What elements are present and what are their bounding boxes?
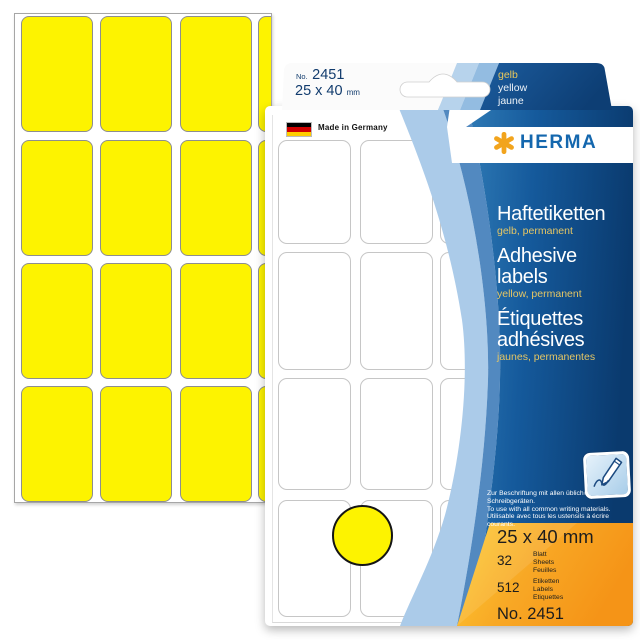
tab-size-unit: mm [346, 88, 360, 97]
tab-color-names: gelb yellow jaune [498, 69, 527, 108]
yellow-label-sheet [14, 13, 272, 503]
yellow-label [21, 263, 93, 379]
color-name-fr: jaune [498, 95, 524, 107]
yellow-label [100, 140, 172, 256]
window-label-cell [360, 378, 433, 490]
window-label-cell [360, 140, 433, 244]
spec-sheet-units: Blatt Sheets Feuilles [533, 551, 556, 576]
made-in-text: Made in Germany [318, 123, 388, 132]
window-label-cell [278, 378, 351, 490]
germany-flag-icon [286, 122, 312, 137]
yellow-label [180, 140, 252, 256]
tab-product-number: No. 2451 [296, 66, 344, 84]
tab-size-value: 25 x 40 [295, 83, 343, 99]
tab-white-section [282, 63, 457, 110]
spec-label-unit-en: Labels [533, 586, 554, 594]
yellow-label [180, 386, 252, 502]
yellow-label [21, 16, 93, 132]
window-label-cell [278, 252, 351, 370]
yellow-label [100, 263, 172, 379]
package-card: Made in Germany [265, 106, 633, 626]
brand-name: HERMA [520, 132, 598, 153]
spec-sheet-unit-en: Sheets [533, 559, 555, 567]
product-subtitle-fr: jaunes, permanentes [497, 351, 596, 363]
spec-label-units: Etiketten Labels Etiquettes [533, 578, 563, 603]
product-title-en: Adhesive labels [497, 245, 577, 288]
spec-sheet-unit-fr: Feuilles [533, 567, 557, 575]
tab-size: 25 x 40 mm [295, 83, 360, 99]
yellow-label [100, 16, 172, 132]
yellow-label [180, 263, 252, 379]
euro-slot-cutout [399, 73, 491, 98]
product-titles: Haftetiketten gelb, permanent Adhesive l… [497, 204, 623, 372]
product-title-fr: Étiquettes adhésives [497, 308, 585, 351]
window-label-cell [440, 378, 513, 490]
product-subtitle-de: gelb, permanent [497, 225, 573, 237]
yellow-label [21, 140, 93, 256]
window-label-cell [278, 140, 351, 244]
brand-logo: HERMA [493, 132, 597, 154]
color-name-en: yellow [498, 82, 528, 94]
tab-no-prefix: No. [296, 72, 308, 81]
spec-label-count: 512 [497, 580, 520, 595]
window-label-cell [360, 252, 433, 370]
spec-sheets-row: 32 Blatt Sheets Feuilles [497, 551, 556, 576]
yellow-label [258, 16, 271, 132]
color-name-de: gelb [498, 69, 518, 81]
spec-label-unit-fr: Etiquettes [533, 594, 564, 602]
tab-dark-section [480, 63, 612, 110]
pencil-icon [582, 450, 632, 500]
yellow-label [180, 16, 252, 132]
usage-note-en: To use with all common writing materials… [487, 505, 611, 513]
spec-label-unit-de: Etiketten [533, 578, 560, 585]
product-title-de: Haftetiketten [497, 203, 606, 225]
tab-number: 2451 [312, 67, 345, 83]
spec-sheet-unit-de: Blatt [533, 551, 547, 558]
brand-star-icon [494, 132, 514, 154]
product-subtitle-en: yellow, permanent [497, 288, 582, 300]
yellow-dot-label [332, 505, 393, 566]
spec-size: 25 x 40 mm [497, 526, 594, 547]
spec-sheet-count: 32 [497, 553, 513, 568]
spec-labels-row: 512 Etiketten Labels Etiquettes [497, 578, 563, 603]
hang-tab: No. 2451 25 x 40 mm gelb yellow jaune [282, 62, 612, 110]
yellow-label [100, 386, 172, 502]
yellow-label [21, 386, 93, 502]
spec-order-number: No. 2451 [497, 605, 564, 623]
